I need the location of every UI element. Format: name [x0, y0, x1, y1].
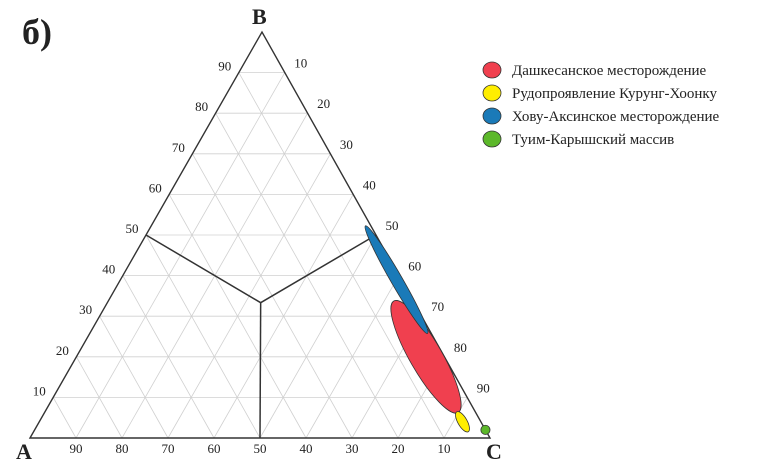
- bottom-tick-80: 80: [116, 441, 129, 456]
- partition-line-1: [145, 234, 262, 304]
- legend-label-1: Дашкесанское месторождение: [512, 63, 707, 79]
- bottom-tick-10: 10: [438, 441, 451, 456]
- left-tick-80: 80: [195, 99, 208, 114]
- left-tick-20: 20: [56, 343, 69, 358]
- legend: Дашкесанское месторождение Рудопроявление…: [482, 61, 720, 148]
- legend-marker-1: [482, 61, 502, 79]
- grid-line-a-70: [99, 316, 169, 439]
- right-tick-90: 90: [477, 380, 490, 395]
- right-tick-60: 60: [408, 259, 421, 274]
- region-3: [364, 225, 429, 334]
- left-tick-30: 30: [79, 302, 92, 317]
- right-tick-70: 70: [431, 299, 444, 314]
- right-tick-10: 10: [294, 56, 307, 71]
- legend-marker-2: [482, 84, 502, 102]
- vertex-a-label: A: [16, 439, 32, 461]
- left-edge-ticks: 10 20 30 40 50 60 70 80 90: [33, 59, 232, 399]
- grid-line-a-50: [145, 234, 261, 439]
- legend-marker-4: [482, 130, 502, 148]
- region-4: [480, 424, 491, 435]
- right-tick-80: 80: [454, 340, 467, 355]
- bottom-tick-60: 60: [208, 441, 221, 456]
- bottom-tick-40: 40: [300, 441, 313, 456]
- grid-line-a-60: [122, 275, 215, 439]
- partition-lines: [145, 234, 377, 439]
- data-regions: [364, 225, 491, 435]
- left-tick-40: 40: [102, 262, 115, 277]
- right-tick-20: 20: [317, 96, 330, 111]
- right-tick-50: 50: [386, 218, 399, 233]
- bottom-tick-70: 70: [162, 441, 175, 456]
- right-tick-40: 40: [363, 177, 376, 192]
- vertex-b-label: B: [252, 4, 267, 29]
- grid-line-a-90: [52, 397, 77, 439]
- region-2: [455, 411, 470, 433]
- vertex-c-label: C: [486, 439, 502, 461]
- partition-line-2: [260, 234, 377, 304]
- bottom-tick-50: 50: [254, 441, 267, 456]
- left-tick-90: 90: [218, 59, 231, 74]
- legend-label-4: Туим-Карышский массив: [512, 132, 674, 148]
- right-edge-ticks: 10 20 30 40 50 60 70 80 90: [294, 56, 489, 396]
- bottom-tick-90: 90: [70, 441, 83, 456]
- legend-marker-3: [482, 107, 502, 125]
- grid-line-a-80: [76, 356, 123, 439]
- left-tick-50: 50: [126, 221, 139, 236]
- right-tick-30: 30: [340, 137, 353, 152]
- bottom-tick-30: 30: [346, 441, 359, 456]
- legend-label-3: Хову-Аксинское месторождение: [512, 109, 720, 125]
- bottom-edge-ticks: 90 80 70 60 50 40 30 20 10: [70, 441, 451, 456]
- bottom-tick-20: 20: [392, 441, 405, 456]
- left-tick-10: 10: [33, 383, 46, 398]
- left-tick-70: 70: [172, 140, 185, 155]
- grid-line-c-50: [259, 234, 377, 439]
- grid-line-c-60: [305, 275, 400, 439]
- legend-label-2: Рудопроявление Курунг-Хоонку: [512, 86, 718, 102]
- partition-line-3: [259, 302, 262, 439]
- panel-label: б): [22, 12, 52, 52]
- left-tick-60: 60: [149, 180, 162, 195]
